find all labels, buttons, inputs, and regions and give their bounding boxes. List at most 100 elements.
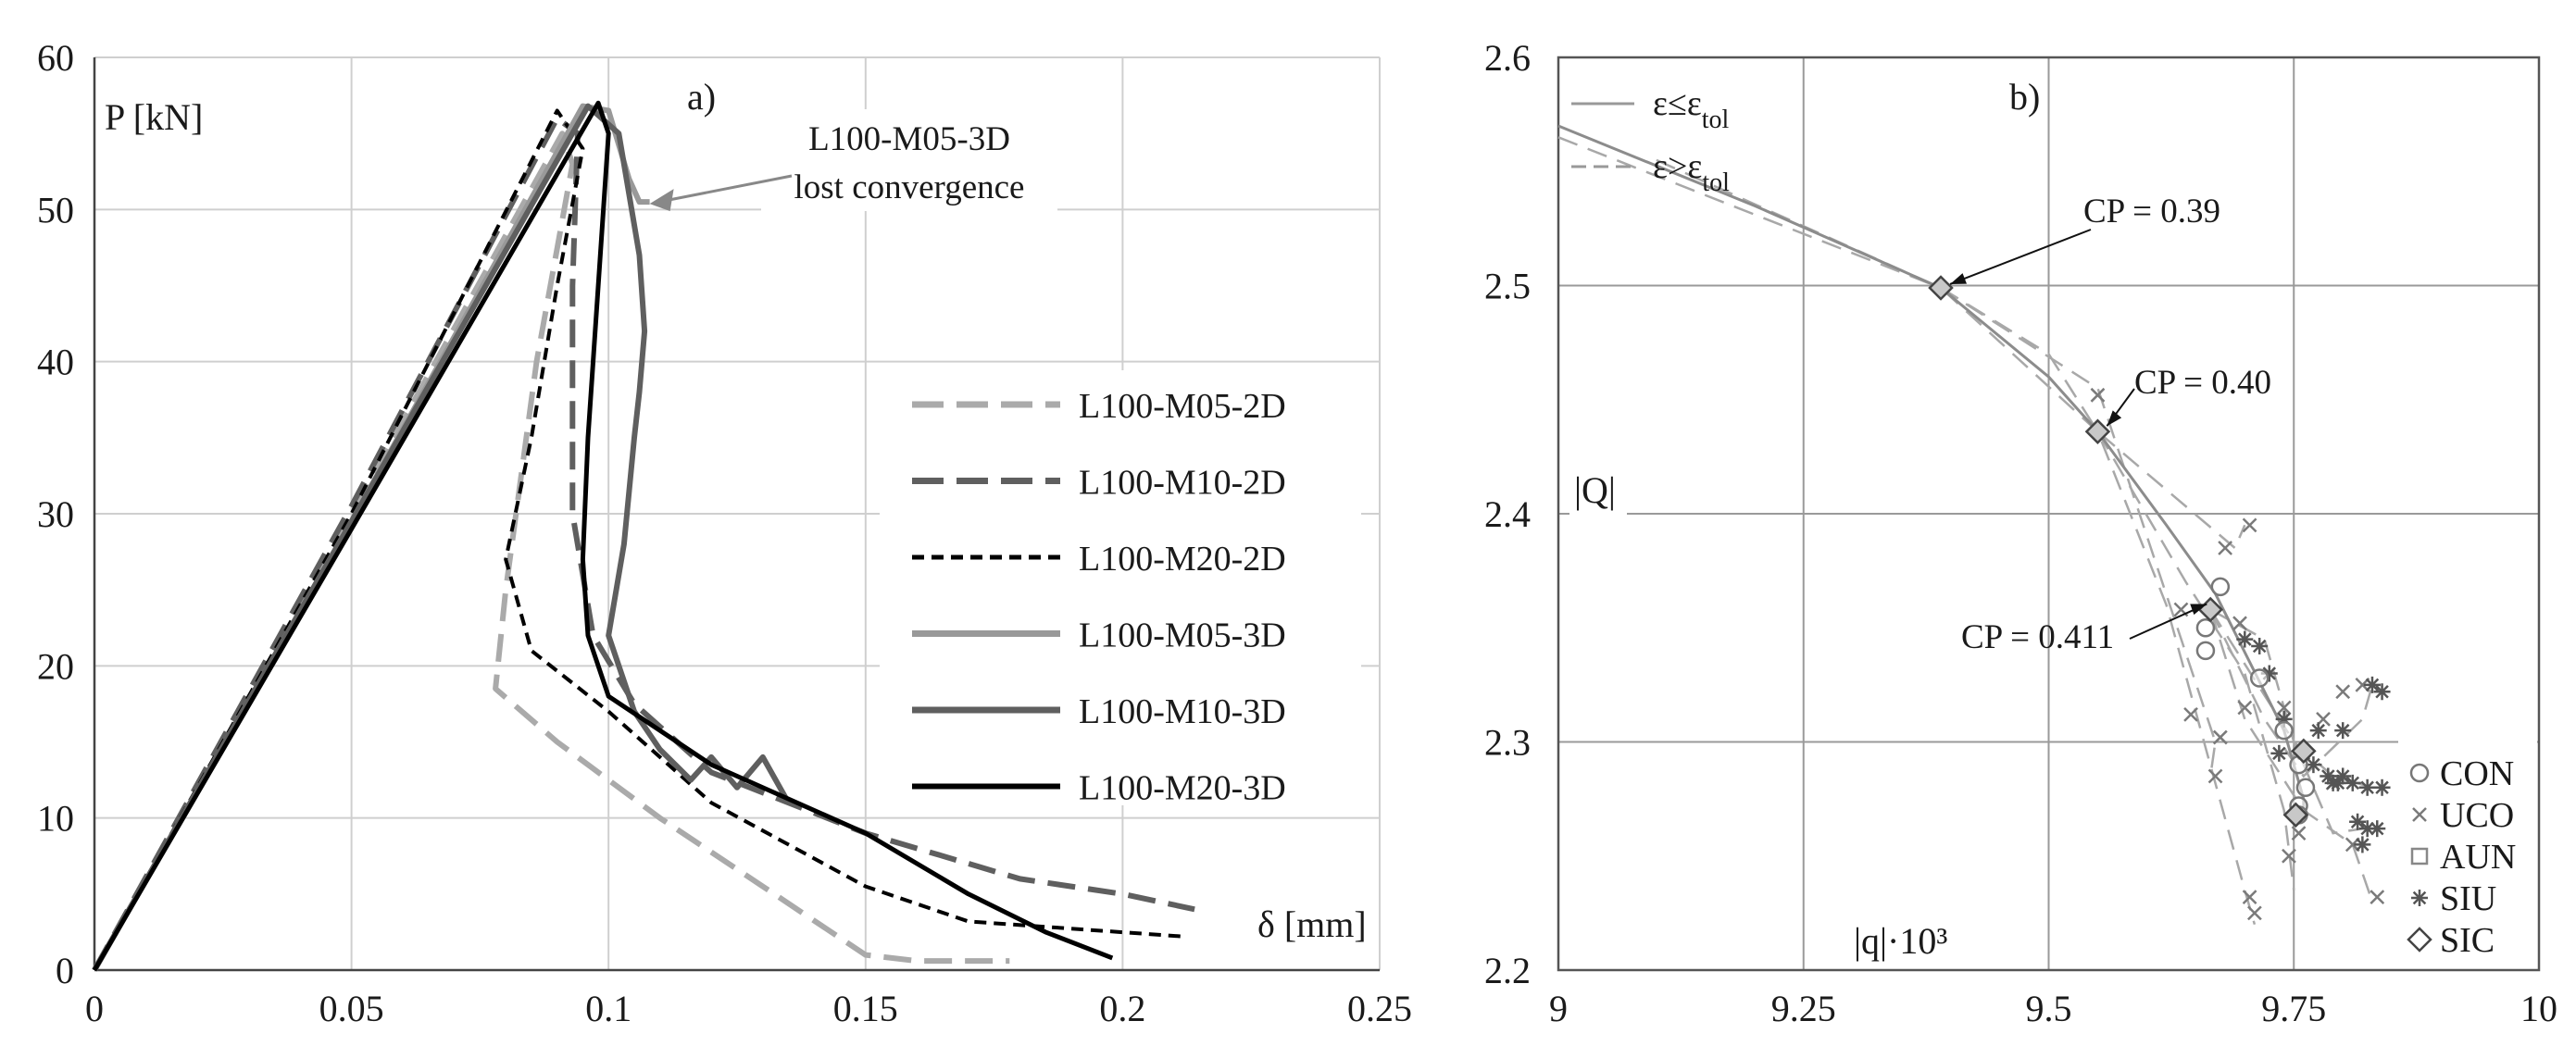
marker-uco-x	[2218, 541, 2233, 555]
line-legend-subscript: tol	[1702, 106, 1730, 134]
y-tick-label: 50	[37, 189, 74, 230]
x-tick-label: 9.25	[1771, 988, 1836, 1029]
marker-uco-x	[2232, 616, 2247, 631]
marker-stroke	[2183, 707, 2198, 722]
panel-a-load-displacement-chart: 0 0.05 0.1 0.15 0.2 0.25 0 10 20 30 40 50 60 a) P [kN]…	[37, 37, 1412, 1029]
marker-stroke	[2345, 776, 2360, 791]
panel-label-a: a)	[687, 76, 716, 118]
marker-uco-x	[2237, 700, 2253, 716]
marker-uco-x	[2370, 890, 2385, 905]
marker-legend-label: SIU	[2440, 879, 2496, 918]
marker-uco-x	[2090, 387, 2106, 403]
annotation-arrowhead	[2190, 604, 2207, 616]
dashed-iteration-path	[2096, 430, 2295, 890]
marker-siu-asterisk	[2270, 744, 2288, 762]
y-tick-label: 0	[56, 950, 74, 991]
legend-entry-label: L100-M20-2D	[1079, 540, 1286, 579]
marker-uco-x	[2276, 700, 2292, 716]
series-line-l100-m10-3d	[92, 103, 792, 972]
y-axis-label: P [kN]	[105, 96, 203, 138]
marker-stroke	[2242, 517, 2257, 533]
y-tick-label: 2.2	[1484, 950, 1531, 991]
marker-con-circle	[2274, 720, 2294, 741]
x-tick-label: 0	[85, 988, 104, 1029]
marker-siu-asterisk	[2354, 836, 2371, 853]
marker-legend-label: AUN	[2440, 838, 2516, 877]
marker-con-circle	[2249, 668, 2270, 688]
legend-marker-x	[2412, 807, 2427, 822]
marker-stroke	[2311, 723, 2325, 738]
legend-entry-label: L100-M10-2D	[1079, 464, 1286, 503]
marker-stroke	[2207, 768, 2223, 784]
marker-uco-x	[2291, 826, 2307, 841]
marker-stroke	[2237, 700, 2253, 716]
legend-marker-circle	[2409, 763, 2430, 783]
annotation-arrowhead	[2107, 410, 2122, 427]
marker-con-circle	[2295, 778, 2316, 798]
annotation-arrow-line	[1949, 229, 2092, 285]
dashed-iteration-path	[1557, 136, 2217, 777]
line-legend-label: ε≤εtol	[1653, 84, 1730, 134]
marker-stroke	[2350, 815, 2365, 829]
marker-legend-label: UCO	[2440, 796, 2514, 835]
legend: L100-M05-2D L100-M10-2D L100-M20-2D L100-M0…	[880, 370, 1361, 808]
marker-stroke	[2326, 776, 2340, 791]
marker-siu-asterisk	[2334, 767, 2352, 785]
y-tick-label: 2.4	[1484, 493, 1531, 535]
annotation-arrowhead	[1950, 273, 1968, 284]
marker-siu-asterisk	[2363, 676, 2381, 693]
marker-siu-asterisk	[2373, 683, 2391, 701]
marker-stroke	[2242, 890, 2257, 905]
y-tick-label: 2.5	[1484, 266, 1531, 307]
marker-stroke	[2356, 838, 2370, 852]
legend-entry-label: L100-M05-3D	[1079, 616, 1286, 655]
marker-stroke	[2335, 769, 2350, 783]
x-tick-label: 9.5	[2026, 988, 2072, 1029]
panel-b-convergence-scatter-chart: 9 9.25 9.5 9.75 10 2.2 2.3 2.4 2.5 2.6 CP = 0.39 CP…	[1484, 37, 2557, 1029]
marker-stroke	[2370, 821, 2384, 836]
x-tick-label: 9	[1549, 988, 1568, 1029]
marker-siu-asterisk	[2334, 722, 2352, 740]
x-tick-label: 10	[2520, 988, 2557, 1029]
x-tick-label: 0.25	[1347, 988, 1412, 1029]
marker-sic-diamond	[2084, 418, 2111, 445]
series-line-l100-m20-3d	[92, 100, 1114, 972]
marker-stroke	[2272, 746, 2286, 761]
series-line-l100-m10-2d	[92, 115, 1195, 972]
legend-entry-label: L100-M10-3D	[1079, 692, 1286, 731]
marker-siu-asterisk	[2358, 778, 2376, 796]
marker-stroke	[2375, 780, 2389, 795]
dashed-iteration-path	[1656, 158, 2257, 926]
marker-stroke	[2307, 757, 2320, 772]
marker-stroke	[2276, 700, 2292, 716]
marker-legend-label: SIC	[2440, 921, 2495, 960]
legend-marker-square	[2410, 847, 2429, 865]
legend-entry-label: L100-M05-2D	[1079, 387, 1286, 426]
annotation-text-line2: lost convergence	[794, 168, 1025, 206]
legend-marker-asterisk	[2412, 890, 2427, 905]
x-axis-label: δ [mm]	[1257, 903, 1367, 945]
marker-stroke	[2232, 616, 2247, 631]
marker-stroke	[2218, 541, 2233, 555]
x-tick-label: 0.15	[833, 988, 898, 1029]
y-tick-label: 2.3	[1484, 722, 1531, 764]
y-tick-label: 30	[37, 493, 74, 535]
y-label-background	[1569, 463, 1627, 517]
marker-stroke	[2360, 780, 2374, 795]
x-axis-label: |q|·10³	[1854, 920, 1947, 962]
marker-uco-x	[2242, 890, 2257, 905]
marker-uco-x	[2183, 707, 2198, 722]
annotation-leader-line	[658, 174, 793, 204]
legend-background	[880, 370, 1361, 805]
marker-con-circle	[2195, 641, 2216, 661]
annotation-text-line1: L100-M05-3D	[808, 120, 1010, 158]
y-tick-label: 2.6	[1484, 37, 1531, 79]
marker-stroke	[2321, 769, 2335, 783]
marker-siu-asterisk	[2324, 774, 2342, 791]
marker-siu-asterisk	[2251, 637, 2269, 654]
marker-stroke	[2335, 684, 2351, 700]
marker-sic-diamond	[2291, 738, 2317, 765]
marker-siu-asterisk	[2236, 630, 2254, 648]
